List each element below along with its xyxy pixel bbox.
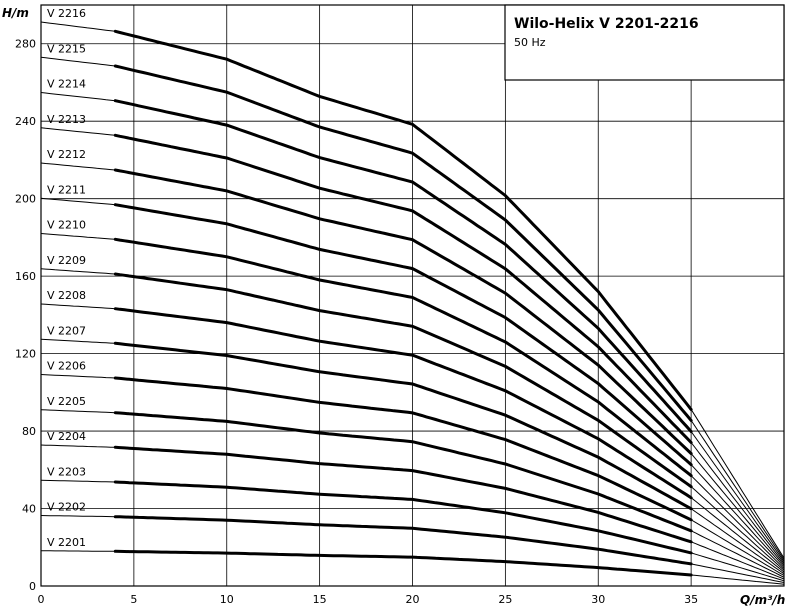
curve-thin-right xyxy=(690,420,785,561)
curve-operating-range xyxy=(113,515,693,566)
curve-thin-right xyxy=(691,574,785,585)
curves xyxy=(40,21,785,585)
series-label: V 2210 xyxy=(47,219,86,232)
x-tick-label: 5 xyxy=(130,593,137,606)
series-label: V 2209 xyxy=(47,254,86,267)
curve-thin-left xyxy=(40,515,116,518)
curve-thin-left xyxy=(40,444,116,448)
chart-subtitle: 50 Hz xyxy=(514,36,546,49)
curve-thin-left xyxy=(40,374,116,379)
curve-thin-right xyxy=(690,442,785,564)
curve-thin-right xyxy=(690,508,785,575)
x-tick-label: 30 xyxy=(591,593,605,606)
series-label: V 2216 xyxy=(47,7,86,20)
curve-thin-right xyxy=(690,431,785,562)
series-label: V 2213 xyxy=(47,113,86,126)
x-tick-label: 25 xyxy=(498,593,512,606)
curve-thin-right xyxy=(690,475,785,569)
x-tick-label: 35 xyxy=(684,593,698,606)
curve-thin-left xyxy=(40,197,116,206)
curve-operating-range xyxy=(113,203,693,467)
x-tick-label: 15 xyxy=(313,593,327,606)
curve-thin-right xyxy=(690,497,785,573)
y-tick-label: 80 xyxy=(22,425,36,438)
series-label: V 2201 xyxy=(47,536,86,549)
curve-thin-left xyxy=(40,127,116,136)
series-label: V 2211 xyxy=(47,183,86,196)
curve-operating-range xyxy=(113,272,693,489)
chart-title: Wilo-Helix V 2201-2216 xyxy=(514,16,699,32)
y-tick-labels: 0 40 80 120 160 200 240 280 xyxy=(15,38,36,593)
curve-thin-left xyxy=(41,550,116,552)
curve-operating-range xyxy=(113,168,693,455)
curve-thin-right xyxy=(690,486,785,571)
x-tick-label: 10 xyxy=(220,593,234,606)
x-axis-title: Q/m³/h xyxy=(740,593,785,607)
series-label: V 2202 xyxy=(47,501,86,514)
series-label: V 2206 xyxy=(47,360,86,373)
curve-operating-range xyxy=(113,99,693,433)
curve-operating-range xyxy=(113,133,693,444)
curve-thin-left xyxy=(40,233,116,240)
curve-thin-right xyxy=(690,453,785,566)
plot-frame xyxy=(40,4,785,587)
series-label: V 2208 xyxy=(47,289,86,302)
curve-operating-range xyxy=(113,480,693,555)
series-label: V 2207 xyxy=(47,324,86,337)
y-tick-label: 160 xyxy=(15,270,36,283)
curve-operating-range xyxy=(113,341,693,511)
curve-thin-left xyxy=(40,92,116,102)
curve-thin-right xyxy=(690,530,785,578)
curve-thin-right xyxy=(690,563,785,583)
x-tick-label: 0 xyxy=(38,593,45,606)
curve-thin-left xyxy=(40,479,116,483)
curve-operating-range xyxy=(113,549,693,577)
y-tick-label: 120 xyxy=(15,348,36,361)
curve-thin-right xyxy=(690,519,785,576)
curve-thin-left xyxy=(40,162,116,171)
x-tick-label: 20 xyxy=(406,593,420,606)
y-tick-label: 0 xyxy=(29,580,36,593)
y-tick-label: 200 xyxy=(15,193,36,206)
x-tick-labels: 0 5 10 15 20 25 30 35 xyxy=(38,593,699,606)
curve-operating-range xyxy=(113,307,693,500)
curve-thin-left xyxy=(40,409,116,414)
series-label: V 2215 xyxy=(47,42,86,55)
curve-thin-right xyxy=(690,552,785,582)
curve-operating-range xyxy=(113,411,693,533)
y-axis-title: H/m xyxy=(2,6,29,20)
curve-thin-left xyxy=(40,338,116,344)
curve-operating-range xyxy=(113,445,693,544)
curve-operating-range xyxy=(113,64,693,422)
y-tick-label: 40 xyxy=(22,503,36,516)
curve-thin-left xyxy=(40,303,116,310)
curve-thin-right xyxy=(690,541,785,580)
curve-thin-left xyxy=(40,56,116,67)
curve-operating-range xyxy=(113,376,693,522)
curve-thin-right xyxy=(690,409,785,559)
series-labels: V 2201 V 2202 V 2203 V 2204 V 2205 V 2206 V 22… xyxy=(47,7,86,549)
y-tick-label: 240 xyxy=(15,115,36,128)
series-label: V 2212 xyxy=(47,148,86,161)
y-tick-label: 280 xyxy=(15,38,36,51)
series-label: V 2214 xyxy=(47,78,86,91)
series-label: V 2204 xyxy=(47,430,86,443)
curve-operating-range xyxy=(113,237,693,478)
curve-thin-left xyxy=(40,268,116,275)
curve-thin-left xyxy=(40,21,116,32)
title-box xyxy=(504,4,785,81)
curve-thin-right xyxy=(690,464,785,568)
series-label: V 2205 xyxy=(47,395,86,408)
curve-operating-range xyxy=(113,29,693,411)
series-label: V 2203 xyxy=(47,465,86,478)
